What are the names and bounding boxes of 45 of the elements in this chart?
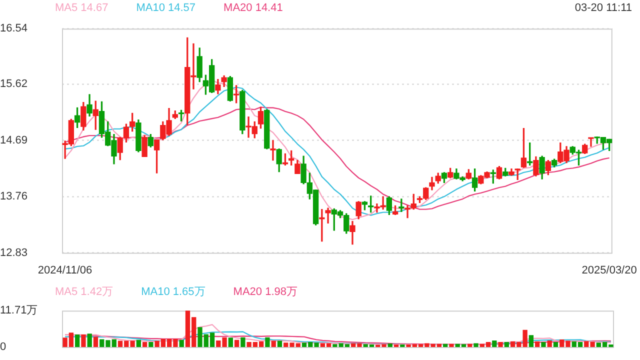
text: MA5 14.67 (55, 2, 108, 15)
text: MA20 14.41 (224, 2, 283, 15)
bar (148, 342, 154, 347)
bar (449, 344, 454, 347)
bar (93, 336, 98, 347)
bar (492, 340, 497, 347)
bar (75, 334, 80, 347)
bar (535, 341, 540, 347)
bar (234, 340, 240, 347)
bar (443, 344, 448, 347)
x-tick-label: 2024/11/06 (38, 264, 92, 276)
bar (553, 342, 558, 347)
y-tick-label: 15.62 (0, 78, 28, 90)
y-tick-label: 13.76 (0, 190, 28, 203)
x-tick-label: 2025/03/20 (582, 264, 637, 276)
bar (179, 340, 184, 347)
text: 03-20 11:11 (574, 2, 632, 15)
bar (504, 342, 509, 347)
text: MA10 1.65万 (141, 286, 206, 299)
bar (394, 344, 399, 347)
y-tick-label: 11.71万 (0, 304, 38, 317)
bar (240, 337, 246, 347)
y-tick-label: 16.54 (0, 22, 28, 35)
text: MA5 1.42万 (55, 286, 114, 299)
bar (277, 340, 282, 347)
y-tick-label: 14.69 (0, 134, 28, 146)
bar (388, 344, 392, 347)
bar (136, 340, 141, 347)
bar (81, 334, 86, 347)
bar (265, 337, 270, 347)
bar (87, 334, 92, 347)
y-tick-label: 0 (0, 341, 6, 354)
text: MA20 1.98万 (233, 286, 298, 299)
bar (271, 340, 276, 347)
bar (142, 342, 148, 347)
bar (541, 342, 546, 347)
bar (468, 344, 472, 347)
bar (400, 344, 405, 347)
bar (528, 335, 534, 347)
bar (498, 342, 503, 347)
bar (547, 340, 552, 347)
text: MA10 14.57 (136, 2, 196, 15)
y-tick-label: 12.83 (0, 246, 28, 259)
bar (228, 338, 233, 347)
bar (474, 343, 478, 347)
